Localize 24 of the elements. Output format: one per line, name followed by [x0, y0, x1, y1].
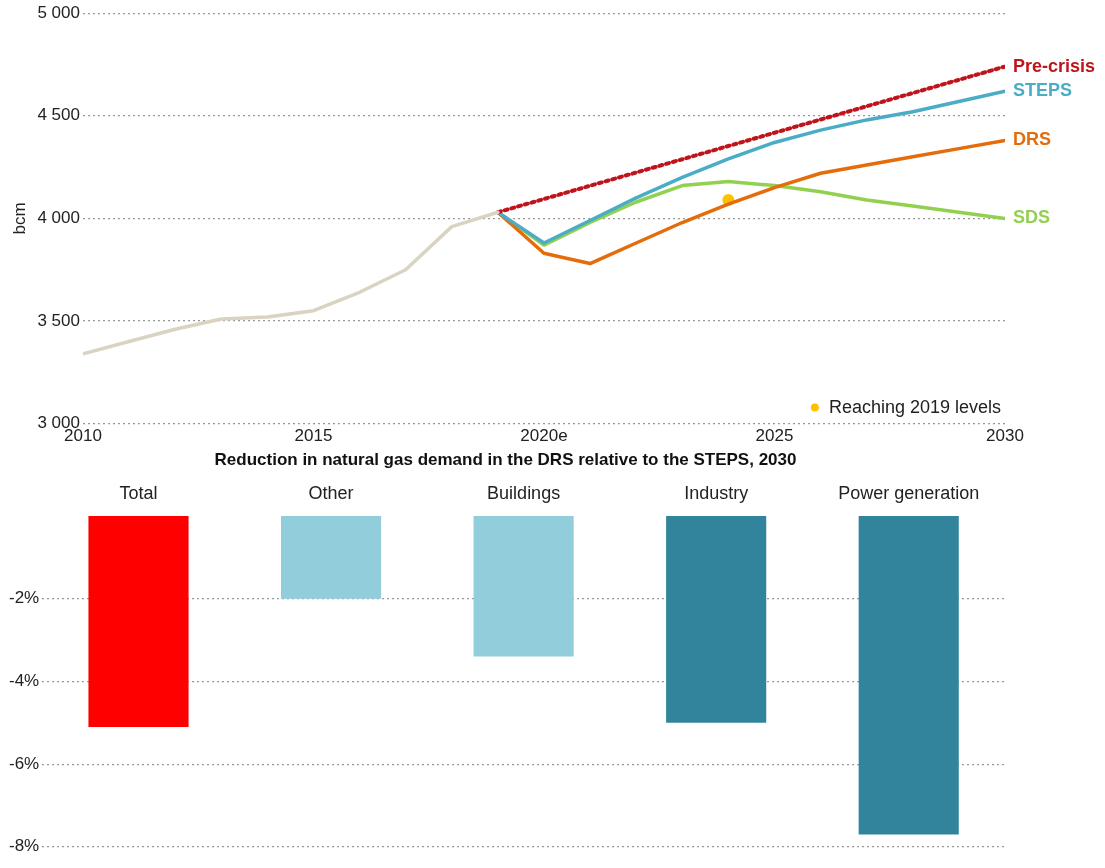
- y-tick-label: -8%: [9, 836, 40, 856]
- chart-title: Reduction in natural gas demand in the DRS relative to the STEPS, 2030: [214, 449, 797, 469]
- series-label: Pre-crisis: [1013, 55, 1096, 76]
- y-tick-label: 3 500: [37, 310, 80, 330]
- x-tick-label: Buildings: [487, 483, 561, 504]
- y-tick-label: -4%: [9, 671, 40, 691]
- x-tick-label: Industry: [684, 483, 749, 504]
- legend-label: Reaching 2019 levels: [828, 396, 1002, 417]
- series-label: SDS: [1013, 207, 1051, 228]
- x-tick-label: Power generation: [838, 483, 980, 504]
- x-tick-label: Total: [119, 483, 158, 504]
- y-axis-title: bcm: [9, 202, 29, 235]
- x-tick-label: 2020e: [520, 426, 568, 446]
- x-tick-label: 2025: [755, 426, 794, 446]
- x-tick-label: 2030: [986, 426, 1024, 446]
- y-tick-label: -2%: [9, 588, 40, 608]
- y-tick-label: -6%: [9, 753, 40, 773]
- x-tick-label: 2015: [294, 426, 333, 446]
- series-label: STEPS: [1013, 80, 1073, 101]
- y-tick-label: 4 500: [37, 105, 80, 125]
- x-tick-label: Other: [308, 483, 354, 504]
- series-label: DRS: [1013, 129, 1052, 150]
- y-tick-label: 5 000: [37, 2, 80, 22]
- y-tick-label: 4 000: [37, 208, 80, 228]
